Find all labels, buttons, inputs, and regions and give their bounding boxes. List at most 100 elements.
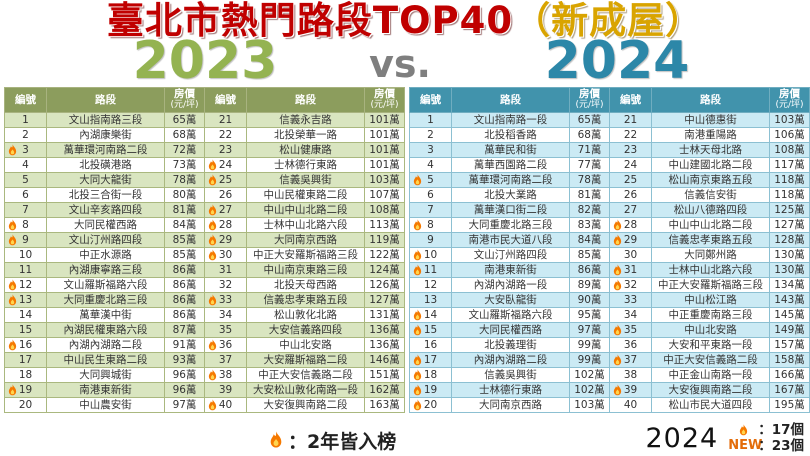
road-name: 士林德行東路 (451, 382, 570, 398)
fire-icon (612, 279, 623, 292)
price-value: 126萬 (364, 277, 405, 293)
rank-cell: 11 (4, 262, 47, 278)
fire-icon (412, 384, 423, 397)
table-row: 20 中山農安街 97萬 40 大安復興南路二段 163萬 (4, 397, 405, 413)
rank-cell: 32 (609, 277, 652, 293)
price-value: 101萬 (364, 112, 405, 128)
price-value: 93萬 (164, 352, 205, 368)
road-name: 大同民權西路 (451, 322, 570, 338)
rank-number: 8 (22, 219, 29, 231)
rank-cell: 20 (409, 397, 452, 413)
table-row: 5 大同大龍街 78萬 25 信義吳興街 103萬 (4, 172, 405, 188)
road-name: 文山汀州路四段 (46, 232, 165, 248)
rank-cell: 23 (609, 142, 652, 158)
col-header-price: 房價 (元/坪) (364, 87, 405, 113)
road-name: 北投三合街一段 (46, 187, 165, 203)
price-value: 117萬 (769, 157, 810, 173)
road-name: 松山市民大道四段 (651, 397, 770, 413)
rank-number: 3 (22, 144, 29, 156)
col-header-rank: 編號 (409, 87, 452, 113)
rank-cell: 28 (609, 217, 652, 233)
rank-cell: 24 (609, 157, 652, 173)
rank-number: 5 (427, 174, 434, 186)
rank-cell: 21 (609, 112, 652, 128)
road-name: 士林中山北路六段 (651, 262, 770, 278)
rank-number: 39 (218, 384, 233, 396)
tables-container: 編號 路段 房價 (元/坪) 編號 路段 房價 (元/坪) 1 文山指南路三段 65萬 2… (4, 87, 810, 413)
rank-cell: 15 (409, 322, 452, 338)
rank-cell: 9 (409, 232, 452, 248)
rank-number: 33 (218, 294, 233, 306)
table-row: 14 文山羅斯福路六段 95萬 34 中正重慶南路三段 145萬 (409, 307, 810, 323)
road-name: 北投榮華一路 (246, 127, 365, 143)
rank-cell: 27 (204, 202, 247, 218)
rank-number: 28 (623, 219, 638, 231)
year-2024-label: 2024 (544, 31, 690, 91)
rank-number: 14 (18, 309, 33, 321)
rank-cell: 30 (609, 247, 652, 263)
rank-number: 4 (22, 159, 29, 171)
rank-number: 2 (22, 129, 29, 141)
road-name: 士林中山北路六段 (246, 217, 365, 233)
fire-icon (412, 174, 423, 187)
table-row: 11 南港東新街 86萬 31 士林中山北路六段 130萬 (409, 262, 810, 278)
rank-cell: 29 (609, 232, 652, 248)
price-value: 90萬 (569, 292, 610, 308)
rank-cell: 38 (204, 367, 247, 383)
road-name: 文山汀州路四段 (451, 247, 570, 263)
rank-number: 22 (218, 129, 233, 141)
fire-icon (412, 249, 423, 262)
rank-cell: 21 (204, 112, 247, 128)
rank-cell: 3 (409, 142, 452, 158)
price-value: 124萬 (364, 262, 405, 278)
fire-icon (207, 159, 218, 172)
rank-number: 14 (423, 309, 438, 321)
rank-number: 38 (623, 369, 638, 381)
rank-number: 24 (218, 159, 233, 171)
price-value: 80萬 (164, 187, 205, 203)
road-name: 內湖康寧路三段 (46, 262, 165, 278)
rank-cell: 34 (204, 307, 247, 323)
rank-cell: 17 (409, 352, 452, 368)
road-name: 大同重慶北路三段 (451, 217, 570, 233)
price-value: 158萬 (769, 352, 810, 368)
price-value: 81萬 (164, 202, 205, 218)
table-row: 16 內湖內湖路二段 91萬 36 中山北安路 136萬 (4, 337, 405, 353)
rank-cell: 6 (4, 187, 47, 203)
price-value: 146萬 (364, 352, 405, 368)
rank-cell: 20 (4, 397, 47, 413)
road-name: 松山八德路四段 (651, 202, 770, 218)
rank-cell: 22 (204, 127, 247, 143)
new-count-line: NEW ：23個 (728, 438, 804, 454)
road-name: 信義吳興街 (451, 367, 570, 383)
rank-number: 38 (218, 369, 233, 381)
road-name: 中山建國北路二段 (651, 157, 770, 173)
rank-number: 23 (218, 144, 233, 156)
rank-number: 19 (423, 384, 438, 396)
road-name: 文山羅斯福路六段 (46, 277, 165, 293)
price-value: 71萬 (569, 142, 610, 158)
road-name: 中山松江路 (651, 292, 770, 308)
rank-cell: 16 (4, 337, 47, 353)
road-name: 文山辛亥路四段 (46, 202, 165, 218)
table-row: 10 文山汀州路四段 85萬 30 大同鄭州路 130萬 (409, 247, 810, 263)
rank-number: 26 (218, 189, 233, 201)
price-value: 143萬 (769, 292, 810, 308)
price-value: 106萬 (769, 127, 810, 143)
price-value: 73萬 (164, 157, 205, 173)
rank-number: 4 (427, 159, 434, 171)
price-value: 145萬 (769, 307, 810, 323)
table-row: 12 文山羅斯福路六段 86萬 32 北投天母西路 126萬 (4, 277, 405, 293)
price-value: 108萬 (769, 142, 810, 158)
rank-number: 13 (18, 294, 33, 306)
rank-cell: 17 (4, 352, 47, 368)
price-value: 127萬 (364, 292, 405, 308)
price-value: 89萬 (569, 277, 610, 293)
rank-number: 37 (218, 354, 233, 366)
road-name: 大同南京西路 (451, 397, 570, 413)
table-row: 3 萬華環河南路二段 72萬 23 松山健康路 101萬 (4, 142, 405, 158)
title-suffix: （新成屋） (513, 0, 704, 42)
road-name: 中山北安路 (246, 337, 365, 353)
fire-icon (207, 249, 218, 262)
price-value: 72萬 (164, 142, 205, 158)
